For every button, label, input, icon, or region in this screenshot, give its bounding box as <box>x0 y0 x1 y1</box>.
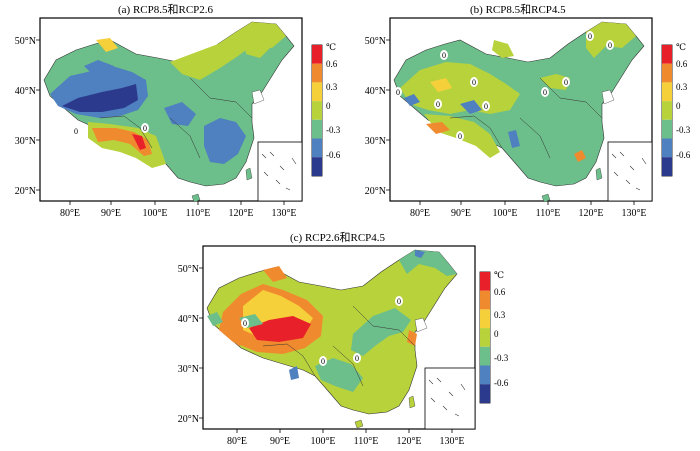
colorbar-tick: 0.6 <box>326 59 338 69</box>
lon-label: 130°E <box>439 436 464 447</box>
lon-label: 80°E <box>410 208 430 219</box>
contour-label: 0 <box>543 88 547 97</box>
colorbar-tick: -0.3 <box>676 125 691 135</box>
lon-label: 90°E <box>270 436 290 447</box>
contour-label: 0 <box>588 32 592 41</box>
lat-label: 30°N <box>365 136 386 147</box>
colorbar-tick: -0.6 <box>326 150 341 160</box>
lon-label: 90°E <box>451 208 471 219</box>
lon-label: 110°E <box>186 208 211 219</box>
lat-label: 30°N <box>178 364 199 375</box>
colorbar-unit: ℃ <box>494 270 504 280</box>
colorbar-tick: -0.3 <box>494 353 509 363</box>
colorbar-tick: 0 <box>676 101 681 111</box>
lon-label: 130°E <box>621 208 646 219</box>
scs-inset <box>607 141 653 202</box>
colorbar-tick: 0 <box>326 101 331 111</box>
panel-a-title: (a) RCP8.5和RCP2.6 <box>118 4 214 16</box>
colorbar-unit: ℃ <box>326 42 336 52</box>
lat-label: 30°N <box>15 136 36 147</box>
contour-label: 0 <box>321 357 325 366</box>
lat-label: 40°N <box>178 314 199 325</box>
lon-label: 100°E <box>310 436 335 447</box>
lon-label: 120°E <box>578 208 603 219</box>
colorbar-tick: 0.6 <box>494 287 506 297</box>
lon-label: 80°E <box>227 436 247 447</box>
colorbar-b: ℃ 0.6 0.3 0 -0.3 -0.6 <box>661 42 691 177</box>
lat-label: 50°N <box>15 36 36 47</box>
lat-label: 50°N <box>178 264 199 275</box>
panel-c-title: (c) RCP2.6和RCP4.5 <box>290 232 386 244</box>
colorbar-a: ℃ 0.6 0.3 0 -0.3 -0.6 <box>311 42 341 177</box>
contour-label: 0 <box>355 354 359 363</box>
contour-label: 0 <box>608 41 612 50</box>
contour-label: 0 <box>472 78 476 87</box>
colorbar-tick: -0.6 <box>676 150 691 160</box>
colorbar-tick: 0.6 <box>676 59 688 69</box>
lat-label: 40°N <box>15 86 36 97</box>
lat-label: 20°N <box>15 186 36 197</box>
colorbar-tick: -0.6 <box>494 378 509 388</box>
colorbar-tick: 0.3 <box>326 82 338 92</box>
contour-label: 0 <box>397 297 401 306</box>
lon-label: 90°E <box>101 208 121 219</box>
lon-label: 120°E <box>396 436 421 447</box>
contour-label: 0 <box>396 88 400 97</box>
panel-b-title: (b) RCP8.5和RCP4.5 <box>470 4 566 16</box>
scs-inset <box>257 141 303 202</box>
colorbar-tick: 0.3 <box>494 310 506 320</box>
colorbar-unit: ℃ <box>676 42 686 52</box>
lon-label: 80°E <box>60 208 80 219</box>
colorbar-tick: 0.3 <box>676 82 688 92</box>
contour-label: 0 <box>458 132 462 141</box>
colorbar-tick: -0.3 <box>326 125 341 135</box>
lon-label: 130°E <box>271 208 296 219</box>
lon-label: 110°E <box>354 436 379 447</box>
contour-label: 0 <box>143 124 147 133</box>
contour-label: 0 <box>484 102 488 111</box>
lat-label: 50°N <box>365 36 386 47</box>
contour-label: 0 <box>436 100 440 109</box>
contour-label: 0 <box>74 127 78 136</box>
scs-inset <box>424 367 476 430</box>
colorbar-tick: 0 <box>494 329 499 339</box>
contour-label: 0 <box>243 319 247 328</box>
contour-label: 0 <box>564 78 568 87</box>
lon-label: 110°E <box>536 208 561 219</box>
lat-label: 20°N <box>365 186 386 197</box>
lon-label: 100°E <box>142 208 167 219</box>
lat-label: 20°N <box>178 414 199 425</box>
lat-label: 40°N <box>365 86 386 97</box>
colorbar-c: ℃ 0.6 0.3 0 -0.3 -0.6 <box>479 270 509 404</box>
lon-label: 100°E <box>492 208 517 219</box>
contour-label: 0 <box>442 51 446 60</box>
lon-label: 120°E <box>228 208 253 219</box>
